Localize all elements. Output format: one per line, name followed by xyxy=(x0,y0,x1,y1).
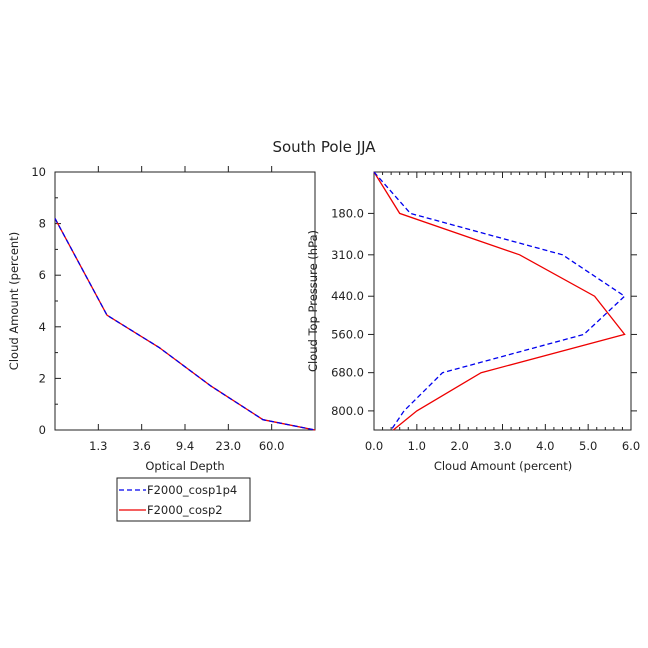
chart-title: South Pole JJA xyxy=(272,138,376,156)
right-x-tick-label: 4.0 xyxy=(536,439,554,453)
right-y-axis-label: Cloud Top Pressure (hPa) xyxy=(306,230,320,372)
left-series-cosp1p4-line xyxy=(54,218,316,431)
legend: F2000_cosp1p4 F2000_cosp2 xyxy=(116,477,251,522)
left-y-tick-label: 0 xyxy=(39,423,46,437)
right-x-axis-label: Cloud Amount (percent) xyxy=(434,459,572,473)
left-lines xyxy=(54,218,316,431)
left-y-axis-label: Cloud Amount (percent) xyxy=(7,232,21,370)
legend-label-cosp1p4: F2000_cosp1p4 xyxy=(147,483,237,497)
right-series-cosp2-line xyxy=(373,171,626,431)
left-y-tick-label: 2 xyxy=(39,371,46,385)
left-panel: 0 2 4 6 8 10 1.3 3.6 9.4 23.0 60.0 Optical Depth C… xyxy=(7,165,316,473)
right-x-tick-label: 0.0 xyxy=(365,439,383,453)
right-panel: 0.0 1.0 2.0 3.0 4.0 5.0 6.0 180.0 310.0 440.0 560.… xyxy=(306,171,640,473)
right-y-tick-label: 440.0 xyxy=(331,289,364,303)
left-series-cosp2-line xyxy=(54,218,316,431)
left-x-axis-label: Optical Depth xyxy=(145,459,224,473)
left-x-tick-label: 60.0 xyxy=(259,439,285,453)
right-x-tick-label: 3.0 xyxy=(493,439,511,453)
right-x-tick-label: 2.0 xyxy=(451,439,469,453)
left-x-tick-label: 3.6 xyxy=(133,439,151,453)
right-y-tick-label: 180.0 xyxy=(331,206,364,220)
right-series-cosp1p4-line xyxy=(373,171,626,431)
left-x-tick-label: 23.0 xyxy=(216,439,242,453)
left-plot-frame xyxy=(54,171,316,431)
right-y-tick-label: 800.0 xyxy=(331,404,364,418)
left-y-tick-label: 8 xyxy=(39,217,46,231)
left-y-tick-label: 6 xyxy=(39,268,46,282)
right-ticks: 0.0 1.0 2.0 3.0 4.0 5.0 6.0 180.0 310.0 440.0 560.… xyxy=(331,172,640,453)
right-lines xyxy=(373,171,626,431)
right-x-tick-label: 1.0 xyxy=(408,439,426,453)
right-x-tick-label: 6.0 xyxy=(622,439,640,453)
left-ticks: 0 2 4 6 8 10 1.3 3.6 9.4 23.0 60.0 xyxy=(31,165,284,453)
left-y-tick-label: 10 xyxy=(31,165,46,179)
right-y-tick-label: 310.0 xyxy=(331,248,364,262)
right-plot-frame xyxy=(373,171,632,431)
left-x-tick-label: 1.3 xyxy=(89,439,107,453)
left-y-tick-label: 4 xyxy=(39,320,46,334)
legend-label-cosp2: F2000_cosp2 xyxy=(147,503,223,517)
right-x-tick-label: 5.0 xyxy=(579,439,597,453)
left-x-tick-label: 9.4 xyxy=(176,439,194,453)
right-y-tick-label: 560.0 xyxy=(331,327,364,341)
legend-box xyxy=(116,477,251,522)
right-y-tick-label: 680.0 xyxy=(331,366,364,380)
